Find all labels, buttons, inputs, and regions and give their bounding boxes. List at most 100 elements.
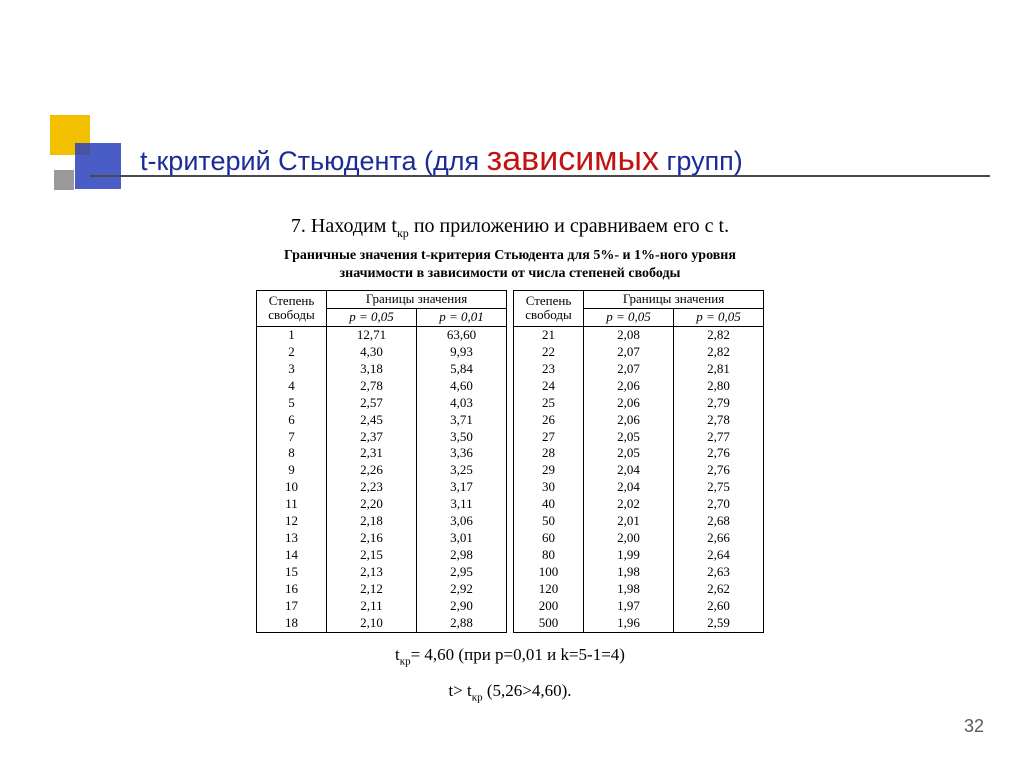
table-row: 132,163,01	[257, 530, 507, 547]
cell-val-b: 2,77	[674, 429, 764, 446]
cell-val-a: 2,16	[327, 530, 417, 547]
table-row: 122,183,06	[257, 513, 507, 530]
cell-val-a: 2,57	[327, 395, 417, 412]
cell-val-b: 2,59	[674, 615, 764, 632]
cell-val-a: 2,01	[584, 513, 674, 530]
square-gray	[54, 170, 74, 190]
cell-dof: 29	[514, 462, 584, 479]
cell-dof: 21	[514, 326, 584, 343]
step-num: 7.	[291, 215, 306, 237]
cell-val-b: 2,62	[674, 581, 764, 598]
cell-val-a: 2,15	[327, 547, 417, 564]
cell-val-b: 2,90	[417, 598, 507, 615]
table-row: 162,122,92	[257, 581, 507, 598]
step-before: Находим t	[306, 215, 397, 237]
table-row: 33,185,84	[257, 361, 507, 378]
table-row: 282,052,76	[514, 445, 764, 462]
table-row: 102,233,17	[257, 479, 507, 496]
cell-dof: 3	[257, 361, 327, 378]
table-row: 602,002,66	[514, 530, 764, 547]
cell-val-a: 12,71	[327, 326, 417, 343]
table-row: 62,453,71	[257, 412, 507, 429]
cell-val-b: 3,11	[417, 496, 507, 513]
cell-val-b: 2,79	[674, 395, 764, 412]
cell-dof: 11	[257, 496, 327, 513]
caption-line1: Граничные значения t-критерия Стьюдента …	[284, 248, 736, 263]
result-line-1: tкр= 4,60 (при p=0,01 и k=5-1=4)	[120, 645, 900, 667]
r1-after: = 4,60 (при p=0,01 и k=5-1=4)	[411, 645, 625, 664]
decor-squares	[40, 115, 120, 195]
table-row: 1001,982,63	[514, 564, 764, 581]
cell-val-b: 3,17	[417, 479, 507, 496]
r1-sub: кр	[400, 655, 411, 667]
cell-val-a: 2,45	[327, 412, 417, 429]
cell-val-a: 2,08	[584, 326, 674, 343]
table-row: 402,022,70	[514, 496, 764, 513]
cell-val-b: 2,63	[674, 564, 764, 581]
cell-dof: 120	[514, 581, 584, 598]
table-row: 302,042,75	[514, 479, 764, 496]
cell-val-b: 3,25	[417, 462, 507, 479]
cell-val-a: 1,99	[584, 547, 674, 564]
cell-val-b: 2,80	[674, 378, 764, 395]
col-p005-r: p = 0,05	[606, 309, 651, 324]
cell-dof: 200	[514, 598, 584, 615]
step-after: по приложению и сравниваем его с t.	[409, 215, 729, 237]
title-suffix: групп)	[659, 146, 743, 176]
cell-dof: 14	[257, 547, 327, 564]
cell-dof: 500	[514, 615, 584, 632]
table-row: 272,052,77	[514, 429, 764, 446]
cell-dof: 40	[514, 496, 584, 513]
cell-val-a: 2,20	[327, 496, 417, 513]
table-row: 242,062,80	[514, 378, 764, 395]
cell-val-a: 2,05	[584, 445, 674, 462]
cell-val-b: 2,76	[674, 445, 764, 462]
table-row: 92,263,25	[257, 462, 507, 479]
cell-val-a: 1,96	[584, 615, 674, 632]
table-row: 222,072,82	[514, 344, 764, 361]
cell-val-b: 2,88	[417, 615, 507, 632]
cell-val-b: 2,98	[417, 547, 507, 564]
title-emph: зависимых	[487, 140, 659, 178]
cell-dof: 23	[514, 361, 584, 378]
table-row: 42,784,60	[257, 378, 507, 395]
table-row: 212,082,82	[514, 326, 764, 343]
title-prefix: t-критерий Стьюдента (для	[140, 146, 487, 176]
tables-wrapper: Степень свободы Границы значения p = 0,0…	[120, 290, 900, 633]
cell-val-b: 2,75	[674, 479, 764, 496]
table-row: 182,102,88	[257, 615, 507, 632]
cell-val-b: 4,60	[417, 378, 507, 395]
cell-val-b: 2,64	[674, 547, 764, 564]
cell-val-b: 2,81	[674, 361, 764, 378]
cell-val-a: 2,78	[327, 378, 417, 395]
cell-dof: 50	[514, 513, 584, 530]
table-row: 82,313,36	[257, 445, 507, 462]
cell-val-a: 1,97	[584, 598, 674, 615]
cell-val-a: 1,98	[584, 581, 674, 598]
cell-dof: 1	[257, 326, 327, 343]
r2-before: t> t	[448, 681, 471, 700]
col-bounds-r: Границы значения	[584, 291, 764, 309]
cell-val-a: 3,18	[327, 361, 417, 378]
cell-val-a: 2,06	[584, 378, 674, 395]
cell-val-a: 1,98	[584, 564, 674, 581]
table-row: 2001,972,60	[514, 598, 764, 615]
table-row: 1201,982,62	[514, 581, 764, 598]
cell-dof: 7	[257, 429, 327, 446]
table-row: 502,012,68	[514, 513, 764, 530]
cell-dof: 6	[257, 412, 327, 429]
cell-dof: 26	[514, 412, 584, 429]
table-row: 801,992,64	[514, 547, 764, 564]
cell-val-b: 2,68	[674, 513, 764, 530]
table-row: 5001,962,59	[514, 615, 764, 632]
cell-dof: 8	[257, 445, 327, 462]
square-blue	[75, 143, 121, 189]
cell-dof: 80	[514, 547, 584, 564]
cell-val-a: 2,05	[584, 429, 674, 446]
cell-dof: 10	[257, 479, 327, 496]
cell-val-b: 2,66	[674, 530, 764, 547]
table-row: 142,152,98	[257, 547, 507, 564]
content-area: 7. Находим t кр по приложению и сравнивае…	[120, 215, 900, 704]
cell-val-a: 2,13	[327, 564, 417, 581]
col-dof: Степень свободы	[257, 291, 327, 327]
